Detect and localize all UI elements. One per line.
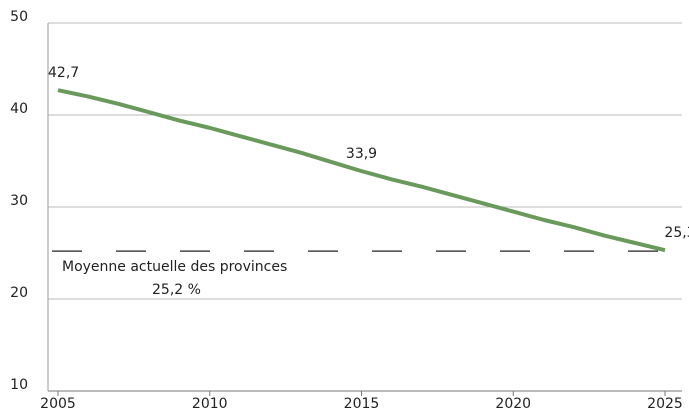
reference-label: Moyenne actuelle des provinces	[62, 259, 287, 275]
y-tick-label: 20	[10, 285, 28, 301]
reference-value-label: 25,2 %	[152, 282, 201, 298]
y-tick-label: 50	[10, 9, 28, 25]
x-tick-label: 2015	[344, 396, 380, 412]
x-tick-label: 2020	[495, 396, 531, 412]
y-tick-label: 30	[10, 193, 28, 209]
x-tick-label: 2010	[192, 396, 228, 412]
y-tick-label: 40	[10, 101, 28, 117]
data-label: 42,7	[48, 65, 79, 81]
x-tick-label: 2005	[40, 396, 76, 412]
data-label: 33,9	[346, 146, 377, 162]
line	[57, 88, 666, 253]
data-label: 25,3	[664, 225, 689, 241]
x-tick-label: 2025	[647, 396, 683, 412]
y-tick-label: 10	[10, 377, 28, 393]
